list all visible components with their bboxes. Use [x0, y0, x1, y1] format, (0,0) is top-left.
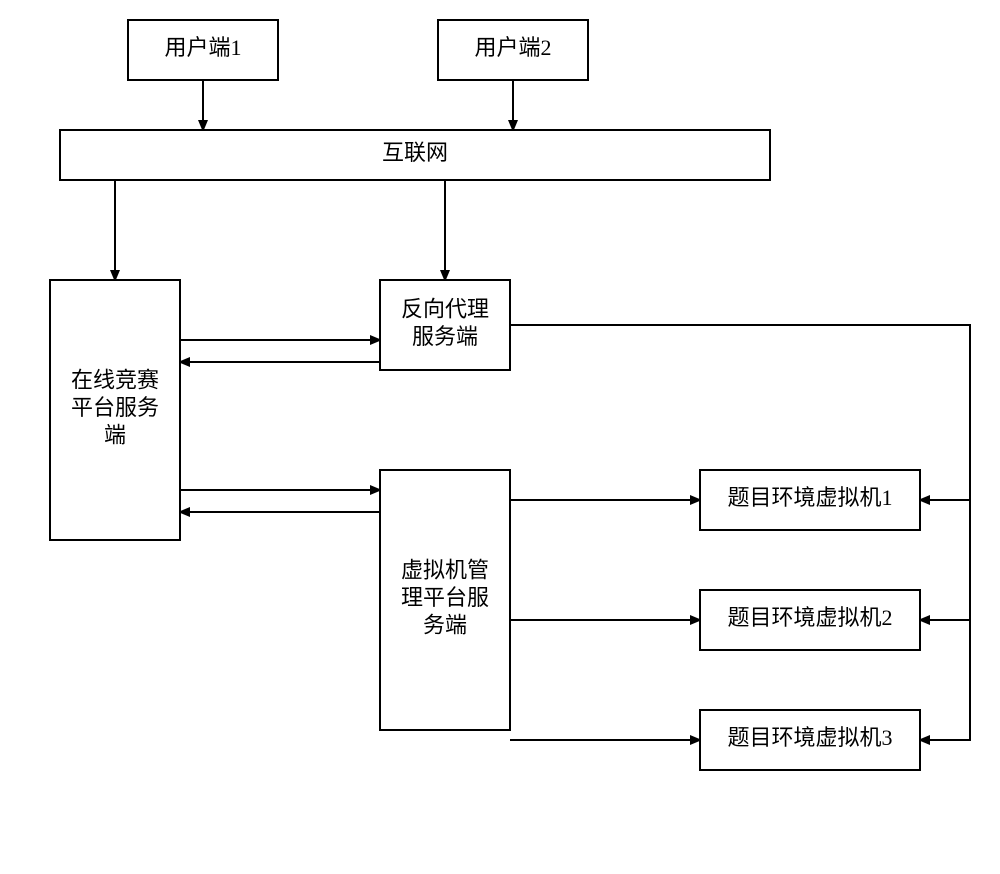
node-label: 题目环境虚拟机3	[727, 725, 892, 750]
node-label: 虚拟机管	[401, 558, 489, 583]
node-proxy: 反向代理服务端	[380, 280, 510, 370]
node-vmmgr: 虚拟机管理平台服务端	[380, 470, 510, 730]
node-label: 反向代理	[401, 296, 489, 321]
node-label: 平台服务	[71, 395, 159, 420]
node-label: 务端	[423, 613, 467, 638]
node-label: 理平台服	[401, 585, 489, 610]
node-internet: 互联网	[60, 130, 770, 180]
nodes-layer: 用户端1用户端2互联网在线竞赛平台服务端反向代理服务端虚拟机管理平台服务端题目环…	[50, 20, 920, 770]
node-vm1: 题目环境虚拟机1	[700, 470, 920, 530]
node-label: 用户端1	[164, 35, 241, 60]
node-label: 用户端2	[474, 35, 551, 60]
node-label: 题目环境虚拟机2	[727, 605, 892, 630]
node-platform: 在线竞赛平台服务端	[50, 280, 180, 540]
node-label: 互联网	[382, 140, 448, 165]
node-vm3: 题目环境虚拟机3	[700, 710, 920, 770]
architecture-diagram: 用户端1用户端2互联网在线竞赛平台服务端反向代理服务端虚拟机管理平台服务端题目环…	[0, 0, 1000, 874]
edge-proxy-vm3	[510, 325, 970, 740]
node-client2: 用户端2	[438, 20, 588, 80]
node-label: 服务端	[412, 324, 478, 349]
node-vm2: 题目环境虚拟机2	[700, 590, 920, 650]
node-label: 端	[104, 423, 126, 448]
node-label: 题目环境虚拟机1	[727, 485, 892, 510]
node-label: 在线竞赛	[71, 368, 159, 393]
node-client1: 用户端1	[128, 20, 278, 80]
